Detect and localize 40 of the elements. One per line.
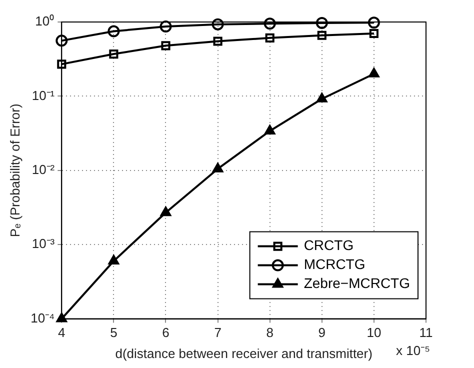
point bbox=[265, 33, 274, 42]
point bbox=[56, 312, 67, 322]
y-axis-title: Pₑ (Probability of Error) bbox=[7, 104, 22, 238]
point bbox=[368, 16, 380, 29]
x-tick-label: 10 bbox=[366, 325, 382, 340]
legend-label: Zebre−MCRCTG bbox=[304, 275, 410, 292]
point bbox=[212, 18, 224, 30]
x-tick-label: 9 bbox=[318, 325, 326, 340]
point bbox=[264, 124, 276, 134]
point bbox=[108, 255, 120, 265]
point bbox=[160, 206, 172, 216]
point bbox=[369, 28, 378, 38]
x-tick-label: 5 bbox=[110, 325, 118, 340]
x-tick-label: 11 bbox=[419, 325, 433, 340]
x-tick-label: 6 bbox=[162, 325, 170, 340]
legend-label: CRCTG bbox=[304, 237, 354, 254]
point bbox=[316, 92, 328, 102]
point bbox=[161, 41, 170, 50]
x-tick-label: 4 bbox=[58, 325, 66, 340]
x-axis-title: d(distance between receiver and transmitter) bbox=[115, 346, 372, 361]
x-tick-label: 7 bbox=[214, 325, 222, 340]
point bbox=[109, 50, 118, 59]
point bbox=[57, 60, 66, 69]
point bbox=[56, 34, 68, 47]
point bbox=[108, 25, 120, 38]
y-tick-label: 10⁻¹ bbox=[32, 88, 56, 103]
point bbox=[368, 68, 380, 78]
point bbox=[213, 36, 222, 46]
legend-label: MCRCTG bbox=[304, 256, 366, 272]
x-tick-label: 8 bbox=[266, 325, 274, 340]
y-tick-label: 10⁻⁴ bbox=[30, 310, 55, 326]
point bbox=[160, 20, 172, 32]
text: x 10⁻⁵ bbox=[396, 342, 430, 358]
point bbox=[212, 162, 224, 172]
y-tick-label: 10⁰ bbox=[35, 14, 55, 29]
point bbox=[317, 30, 326, 40]
point bbox=[264, 18, 276, 30]
point bbox=[316, 16, 328, 29]
y-tick-label: 10⁻² bbox=[32, 162, 56, 177]
y-tick-label: 10⁻³ bbox=[32, 236, 56, 252]
